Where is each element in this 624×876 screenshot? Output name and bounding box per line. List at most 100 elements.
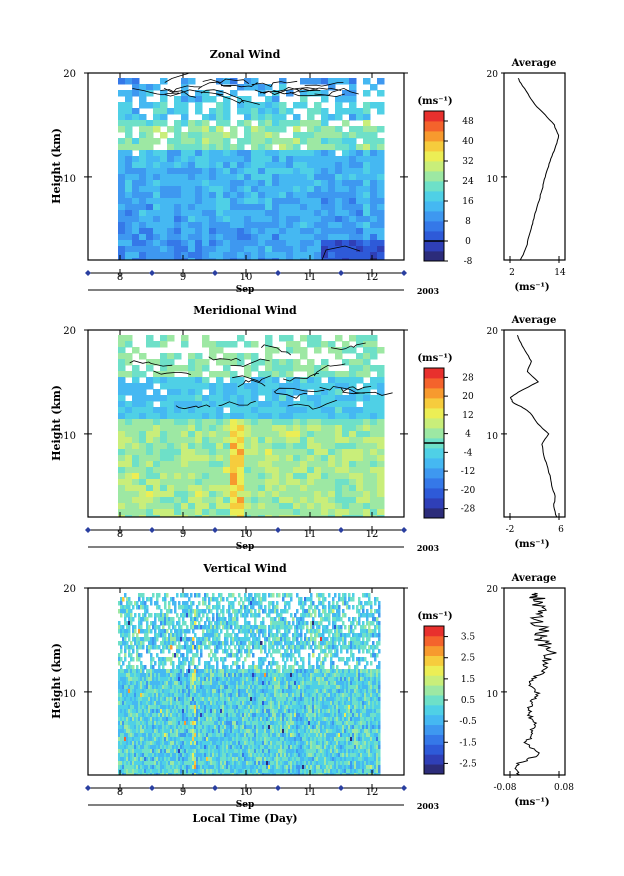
- heatmap-cell: [200, 617, 203, 622]
- heatmap-cell: [125, 425, 133, 432]
- heatmap-cell: [335, 497, 343, 504]
- heatmap-cell: [328, 228, 336, 235]
- heatmap-cell: [192, 761, 195, 766]
- heatmap-cell: [148, 741, 151, 746]
- heatmap-cell: [230, 503, 238, 510]
- heatmap-cell: [176, 669, 179, 674]
- heatmap-cell: [349, 455, 357, 462]
- heatmap-cell: [208, 757, 211, 762]
- heatmap-cell: [251, 222, 259, 229]
- heatmap-cell: [174, 689, 177, 694]
- heatmap-cell: [126, 769, 129, 774]
- heatmap-cell: [220, 629, 223, 634]
- heatmap-cell: [377, 473, 385, 480]
- heatmap-cell: [142, 741, 145, 746]
- heatmap-cell: [208, 721, 211, 726]
- heatmap-cell: [265, 144, 273, 151]
- heatmap-cell: [181, 78, 189, 85]
- heatmap-cell: [158, 725, 161, 730]
- heatmap-cell: [192, 749, 195, 754]
- colorbar-swatch: [424, 378, 444, 389]
- heatmap-cell: [244, 138, 252, 145]
- heatmap-cell: [148, 689, 151, 694]
- heatmap-cell: [356, 515, 364, 517]
- heatmap-cell: [200, 609, 203, 614]
- heatmap-cell: [184, 697, 187, 702]
- heatmap-cell: [172, 641, 175, 646]
- heatmap-cell: [198, 609, 201, 614]
- heatmap-cell: [154, 725, 157, 730]
- heatmap-cell: [132, 192, 140, 199]
- heatmap-cell: [202, 745, 205, 750]
- heatmap-cell: [246, 689, 249, 694]
- heatmap-cell: [152, 697, 155, 702]
- heatmap-cell: [142, 713, 145, 718]
- heatmap-cell: [172, 625, 175, 630]
- heatmap-cell: [214, 597, 217, 602]
- heatmap-cell: [251, 144, 259, 151]
- heatmap-cell: [216, 371, 224, 378]
- heatmap-cell: [220, 669, 223, 674]
- heatmap-cell: [307, 216, 315, 223]
- heatmap-cell: [170, 681, 173, 686]
- heatmap-cell: [172, 673, 175, 678]
- heatmap-cell: [164, 677, 167, 682]
- heatmap-cell: [314, 198, 322, 205]
- heatmap-cell: [236, 749, 239, 754]
- heatmap-cell: [244, 114, 252, 121]
- heatmap-cell: [178, 749, 181, 754]
- heatmap-cell: [210, 729, 213, 734]
- heatmap-cell: [136, 705, 139, 710]
- heatmap-cell: [258, 407, 266, 414]
- heatmap-cell: [237, 156, 245, 163]
- heatmap-cell: [240, 745, 243, 750]
- heatmap-cell: [176, 685, 179, 690]
- heatmap-cell: [188, 645, 191, 650]
- heatmap-cell: [321, 485, 329, 492]
- heatmap-cell: [125, 407, 133, 414]
- heatmap-cell: [188, 629, 191, 634]
- heatmap-cell: [166, 725, 169, 730]
- heatmap-cell: [314, 144, 322, 151]
- heatmap-cell: [328, 144, 336, 151]
- heatmap-cell: [160, 90, 168, 97]
- heatmap-cell: [363, 234, 371, 241]
- heatmap-cell: [214, 729, 217, 734]
- heatmap-cell: [200, 737, 203, 742]
- heatmap-cell: [181, 84, 189, 91]
- heatmap-cell: [168, 697, 171, 702]
- heatmap-cell: [126, 597, 129, 602]
- heatmap-cell: [246, 677, 249, 682]
- heatmap-cell: [142, 745, 145, 750]
- heatmap-cell: [236, 769, 239, 774]
- heatmap-cell: [314, 371, 322, 378]
- heatmap-cell: [214, 717, 217, 722]
- heatmap-cell: [136, 741, 139, 746]
- heatmap-cell: [307, 210, 315, 217]
- heatmap-cell: [240, 613, 243, 618]
- heatmap-cell: [202, 685, 205, 690]
- heatmap-cell: [138, 733, 141, 738]
- heatmap-cell: [222, 625, 225, 630]
- heatmap-cell: [251, 126, 259, 133]
- heatmap-cell: [286, 425, 294, 432]
- heatmap-cell: [222, 609, 225, 614]
- heatmap-cell: [139, 515, 147, 517]
- heatmap-cell: [349, 485, 357, 492]
- heatmap-cell: [222, 769, 225, 774]
- heatmap-cell: [228, 645, 231, 650]
- heatmap-cell: [244, 515, 252, 517]
- heatmap-cell: [307, 204, 315, 211]
- heatmap-cell: [228, 625, 231, 630]
- heatmap-cell: [216, 633, 219, 638]
- heatmap-cell: [164, 725, 167, 730]
- y-axis-label: Height (km): [50, 128, 63, 204]
- heatmap-cell: [328, 485, 336, 492]
- heatmap-cell: [202, 120, 210, 127]
- heatmap-cell: [118, 377, 126, 384]
- heatmap-cell: [192, 601, 195, 606]
- heatmap-cell: [162, 741, 165, 746]
- heatmap-cell: [162, 597, 165, 602]
- heatmap-cell: [140, 701, 143, 706]
- heatmap-cell: [242, 733, 245, 738]
